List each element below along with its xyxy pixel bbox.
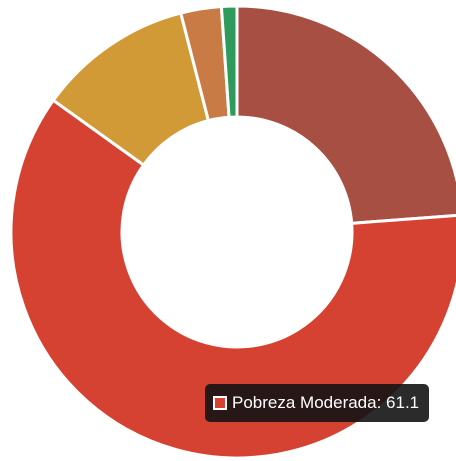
tooltip-value: 61.1 [386,393,420,412]
tooltip: Pobreza Moderada: 61.1 [205,384,430,422]
tooltip-separator: : [376,393,387,412]
donut-segment [219,4,239,119]
tooltip-swatch [213,396,227,410]
donut-segment [9,98,456,460]
donut-segment [235,4,456,225]
tooltip-label: Pobreza Moderada [232,393,377,412]
